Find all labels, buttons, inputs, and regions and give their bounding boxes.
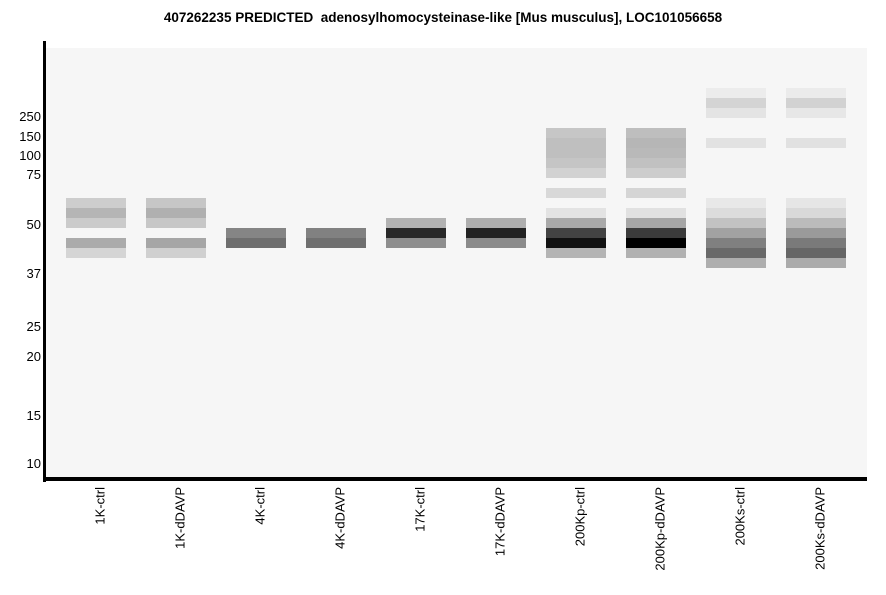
x-axis-lane-label: 200Ks-dDAVP: [812, 487, 828, 570]
blot-band: [786, 258, 846, 268]
blot-band: [386, 218, 446, 228]
y-tick-label: 15: [26, 408, 41, 423]
blot-band: [546, 188, 606, 198]
blot-band: [226, 228, 286, 238]
x-axis-lane-label: 17K-ctrl: [412, 487, 428, 532]
blot-band: [786, 108, 846, 118]
blot-band: [546, 248, 606, 258]
blot-band: [786, 218, 846, 228]
blot-band: [706, 248, 766, 258]
blot-band: [306, 228, 366, 238]
blot-band: [706, 108, 766, 118]
x-axis-lane-label: 1K-dDAVP: [172, 487, 188, 549]
blot-band: [706, 98, 766, 108]
blot-band: [226, 238, 286, 248]
blot-band: [146, 198, 206, 208]
blot-band: [706, 88, 766, 98]
x-axis-line: [43, 477, 867, 481]
y-tick-label: 37: [26, 266, 41, 281]
blot-band: [626, 228, 686, 238]
blot-band: [546, 128, 606, 138]
blot-band: [306, 238, 366, 248]
blot-band: [466, 218, 526, 228]
blot-band: [386, 238, 446, 248]
blot-band: [706, 258, 766, 268]
blot-band: [626, 138, 686, 148]
blot-band: [66, 208, 126, 218]
blot-band: [786, 88, 846, 98]
blot-band: [546, 168, 606, 178]
blot-band: [466, 228, 526, 238]
blot-band: [146, 238, 206, 248]
blot-band: [626, 238, 686, 248]
y-axis-line: [43, 41, 46, 482]
blot-band: [706, 198, 766, 208]
blot-band: [706, 208, 766, 218]
blot-band: [706, 228, 766, 238]
blot-band: [786, 248, 846, 258]
blot-band: [786, 198, 846, 208]
figure-title: 407262235 PREDICTED adenosylhomocysteina…: [163, 10, 723, 25]
y-tick-label: 250: [19, 109, 41, 124]
blot-band: [546, 228, 606, 238]
blot-band: [386, 228, 446, 238]
blot-band: [66, 238, 126, 248]
blot-band: [66, 198, 126, 208]
blot-band: [626, 218, 686, 228]
blot-band: [66, 218, 126, 228]
blot-band: [546, 238, 606, 248]
blot-band: [626, 168, 686, 178]
blot-band: [546, 138, 606, 148]
x-axis-lane-label: 4K-ctrl: [252, 487, 268, 525]
blot-band: [546, 208, 606, 218]
x-axis-lane-label: 200Ks-ctrl: [732, 487, 748, 546]
blot-band: [466, 238, 526, 248]
y-tick-label: 50: [26, 217, 41, 232]
x-axis-lane-label: 4K-dDAVP: [332, 487, 348, 549]
y-tick-label: 100: [19, 148, 41, 163]
blot-band: [626, 248, 686, 258]
blot-band: [546, 218, 606, 228]
x-axis-lane-label: 17K-dDAVP: [492, 487, 508, 557]
x-axis-lane-label: 200Kp-ctrl: [572, 487, 588, 547]
y-tick-label: 150: [19, 129, 41, 144]
blot-band: [706, 238, 766, 248]
blot-band: [626, 128, 686, 138]
x-axis-lane-label: 1K-ctrl: [92, 487, 108, 525]
y-tick-label: 25: [26, 319, 41, 334]
x-axis-lane-label: 200Kp-dDAVP: [652, 487, 668, 571]
blot-band: [786, 208, 846, 218]
blot-band: [626, 148, 686, 158]
blot-band: [786, 228, 846, 238]
blot-band: [626, 188, 686, 198]
y-tick-label: 20: [26, 349, 41, 364]
blot-band: [706, 138, 766, 148]
blot-band: [786, 98, 846, 108]
y-tick-label: 10: [26, 456, 41, 471]
blot-band: [146, 208, 206, 218]
blot-band: [706, 218, 766, 228]
blot-band: [546, 158, 606, 168]
blot-band: [146, 248, 206, 258]
blot-band: [146, 218, 206, 228]
blot-band: [626, 158, 686, 168]
blot-band: [626, 208, 686, 218]
blot-band: [66, 248, 126, 258]
y-tick-label: 75: [26, 167, 41, 182]
blot-band: [786, 238, 846, 248]
blot-band: [786, 138, 846, 148]
blot-band: [546, 148, 606, 158]
